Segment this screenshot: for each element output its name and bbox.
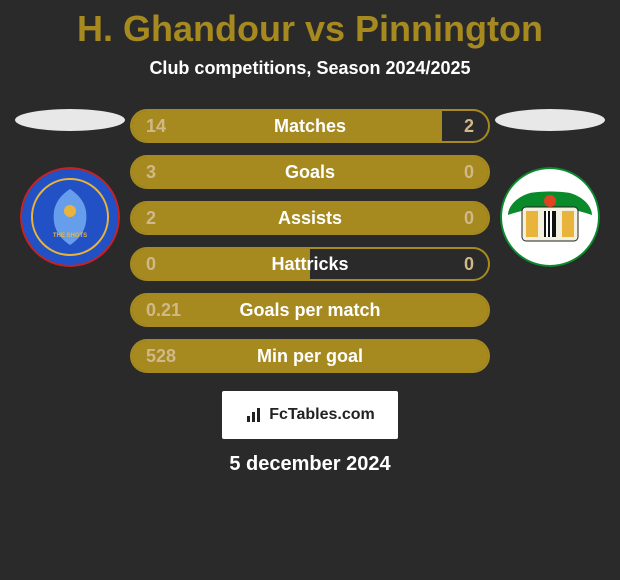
stat-label: Min per goal (257, 346, 363, 367)
right-club-badge (500, 167, 600, 267)
stat-right-value: 0 (464, 208, 474, 229)
stat-label: Goals (285, 162, 335, 183)
stat-left-value: 0 (146, 254, 156, 275)
bars-icon (245, 406, 263, 424)
stat-row-hattricks: 0 Hattricks 0 (130, 247, 490, 281)
stat-right-value: 2 (464, 116, 474, 137)
right-player-ellipse (495, 109, 605, 131)
stat-label: Hattricks (271, 254, 348, 275)
stat-label: Goals per match (239, 300, 380, 321)
stat-row-assists: 2 Assists 0 (130, 201, 490, 235)
stat-left-value: 0.21 (146, 300, 181, 321)
stat-label: Assists (278, 208, 342, 229)
left-player-ellipse (15, 109, 125, 131)
stat-row-min-per-goal: 528 Min per goal (130, 339, 490, 373)
date-text: 5 december 2024 (229, 453, 390, 476)
stat-row-goals-per-match: 0.21 Goals per match (130, 293, 490, 327)
stat-left-value: 2 (146, 208, 156, 229)
left-club-badge: THE SHOTS (20, 167, 120, 267)
right-side (490, 109, 610, 267)
left-side: THE SHOTS (10, 109, 130, 267)
watermark-text: FcTables.com (269, 406, 375, 424)
stat-row-goals: 3 Goals 0 (130, 155, 490, 189)
fctables-watermark: FcTables.com (222, 391, 398, 439)
stat-label: Matches (274, 116, 346, 137)
badge-icon: THE SHOTS (20, 167, 120, 267)
subtitle: Club competitions, Season 2024/2025 (149, 58, 470, 79)
stat-left-value: 14 (146, 116, 166, 137)
stat-left-value: 3 (146, 162, 156, 183)
badge-icon (500, 167, 600, 267)
page-title: H. Ghandour vs Pinnington (77, 8, 543, 50)
stat-right-value: 0 (464, 162, 474, 183)
stat-right-value: 0 (464, 254, 474, 275)
stat-left-value: 528 (146, 346, 176, 367)
svg-text:THE SHOTS: THE SHOTS (53, 233, 87, 239)
stats-panel: 14 Matches 2 3 Goals 0 2 Assists 0 0 Hattricks 0 0.2… (130, 109, 490, 373)
content-row: THE SHOTS 14 Matches 2 3 Goals 0 2 Assists 0 0 Hat… (0, 109, 620, 373)
stat-row-matches: 14 Matches 2 (130, 109, 490, 143)
